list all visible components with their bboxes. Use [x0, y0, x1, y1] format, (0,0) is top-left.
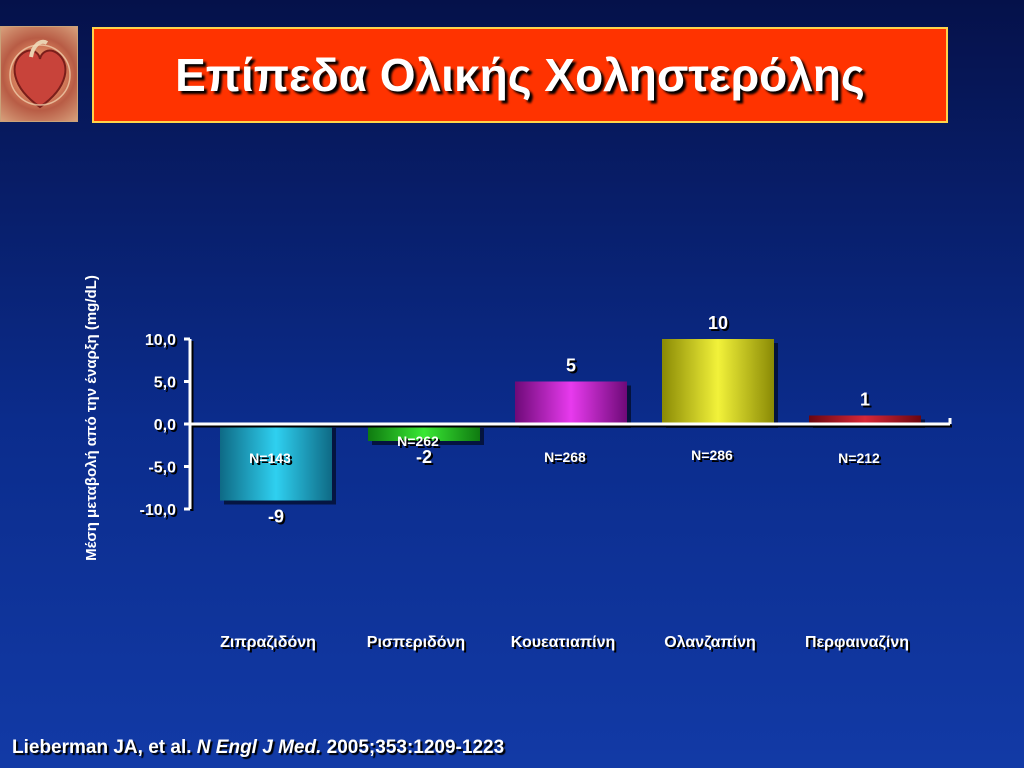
- y-tick-label-shadow: -5,0: [150, 462, 178, 479]
- data-label-shadow: -9: [270, 509, 286, 529]
- title-box: Επίπεδα Ολικής Χολη­στερόλης: [92, 27, 948, 123]
- y-tick-label: 5,0: [154, 375, 176, 392]
- y-tick-label: 0,0: [154, 417, 176, 434]
- data-label: 1: [860, 390, 870, 410]
- x-category-label-shadow: Ολανζαπίνη: [666, 636, 758, 653]
- data-label-shadow: 10: [710, 315, 730, 335]
- data-label-shadow: -2: [418, 449, 434, 469]
- bar-5: [809, 415, 921, 424]
- x-category-label-shadow: Περφαιναζίνη: [807, 636, 911, 653]
- n-label-shadow: N=286: [693, 449, 735, 465]
- x-category-label: Κουεατιαπίνη: [511, 634, 616, 651]
- y-tick-label-shadow: 5,0: [156, 377, 178, 394]
- n-label: N=143: [249, 450, 291, 466]
- bar-3: [515, 381, 627, 424]
- y-tick-label: -5,0: [148, 460, 176, 477]
- x-category-label: Ρισπεριδόνη: [367, 634, 465, 651]
- citation-journal: N Engl J Med.: [196, 737, 322, 758]
- x-category-label: Ζιπραζιδόνη: [220, 634, 316, 651]
- x-category-label: Ολανζαπίνη: [664, 634, 756, 651]
- heart-icon: [9, 39, 71, 109]
- citation: Lieberman JA, et al. N Engl J Med. 2005;…: [12, 737, 504, 759]
- data-label: -2: [416, 447, 432, 467]
- bar-1: [220, 424, 332, 501]
- citation-authors: Lieberman JA, et al.: [12, 737, 192, 758]
- n-label: N=262: [397, 433, 439, 449]
- y-tick-label-shadow: 10,0: [147, 334, 178, 351]
- n-label: N=286: [691, 447, 733, 463]
- data-label-shadow: 1: [862, 392, 872, 412]
- x-category-label-shadow: Ζιπραζιδόνη: [222, 636, 318, 653]
- x-category-label-shadow: Ρισπεριδόνη: [369, 636, 467, 653]
- n-label-shadow: N=262: [399, 435, 441, 451]
- n-label: N=268: [544, 449, 586, 465]
- y-tick-label-shadow: -10,0: [142, 504, 179, 521]
- bar-4: [662, 339, 774, 424]
- n-label-shadow: N=143: [251, 452, 293, 468]
- y-tick-label-shadow: 0,0: [156, 419, 178, 436]
- heart-logo: [0, 26, 78, 122]
- y-tick-label: -10,0: [140, 502, 177, 519]
- y-axis-label: Μέση μεταβολή από την έναρξη (mg/dL): [83, 275, 100, 561]
- n-label: N=212: [838, 450, 880, 466]
- x-category-label: Περφαιναζίνη: [805, 634, 909, 651]
- data-label-shadow: 5: [568, 358, 578, 378]
- y-tick-label: 10,0: [145, 332, 176, 349]
- x-category-label-shadow: Κουεατιαπίνη: [513, 636, 618, 653]
- bar-2: [368, 424, 480, 441]
- data-label: 5: [566, 356, 576, 376]
- citation-ref: 2005;353:1209-1223: [326, 737, 505, 758]
- data-label: 10: [708, 313, 728, 333]
- slide-title: Επίπεδα Ολικής Χολη­στερόλης: [175, 49, 865, 101]
- n-label-shadow: N=212: [840, 452, 882, 468]
- n-label-shadow: N=268: [546, 451, 588, 467]
- data-label: -9: [268, 507, 284, 527]
